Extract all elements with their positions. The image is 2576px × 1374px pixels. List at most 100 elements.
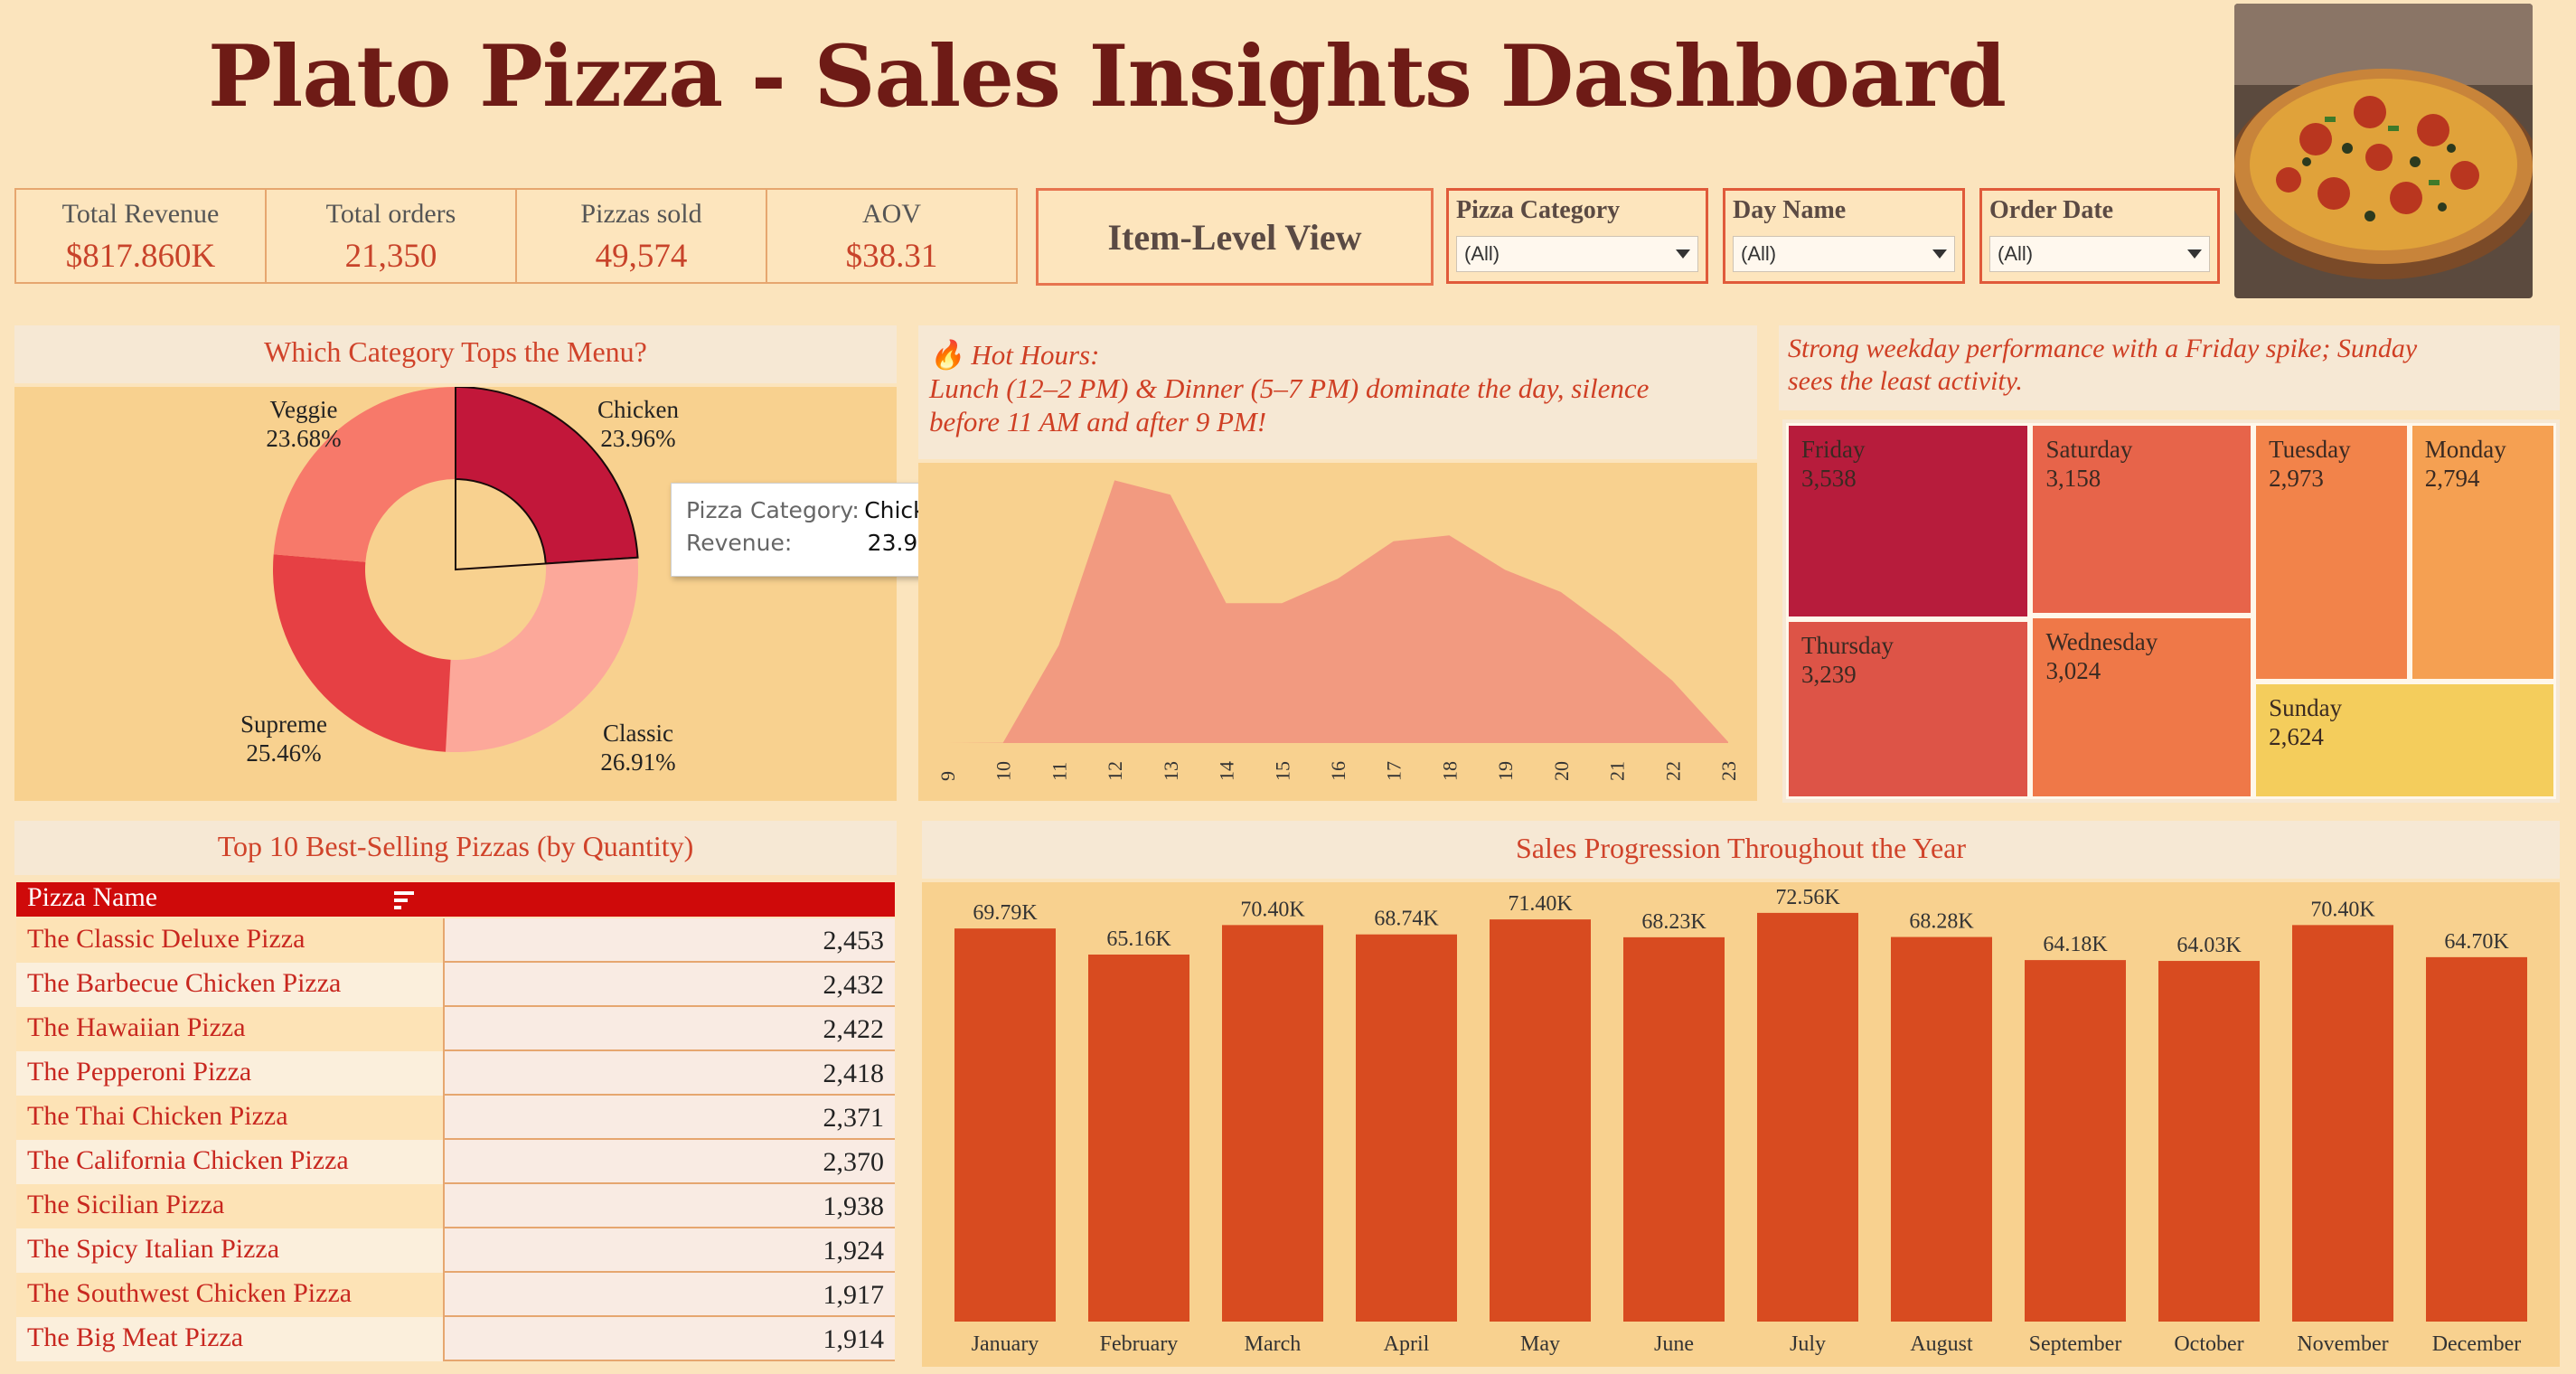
quantity-cell: 1,924: [443, 1228, 895, 1273]
tooltip-key: Revenue:: [686, 530, 793, 556]
treemap-value-label: 3,538: [1801, 465, 1857, 492]
kpi-label: Pizzas sold: [580, 199, 702, 229]
pizza-name-cell: The Barbecue Chicken Pizza: [27, 968, 342, 998]
hour-tick-label: 19: [1494, 761, 1517, 781]
table-row[interactable]: The Big Meat Pizza 1,914: [16, 1317, 895, 1361]
pizza-category-dropdown[interactable]: (All): [1456, 236, 1698, 272]
hours-title-line: Lunch (12–2 PM) & Dinner (5–7 PM) domina…: [929, 372, 1650, 404]
month-bar[interactable]: [1623, 936, 1725, 1322]
treemap-cell-thursday[interactable]: Thursday 3,239: [1786, 619, 2031, 799]
month-bar[interactable]: [1088, 955, 1189, 1322]
donut-slice-supreme[interactable]: [273, 554, 451, 752]
hour-tick-label: 14: [1216, 761, 1238, 781]
dropdown-value: (All): [1464, 242, 1500, 265]
monthly-sales-bar-chart: 69.79K January 65.16K February 70.40K March 68…: [954, 886, 2527, 1356]
order-date-dropdown[interactable]: (All): [1989, 236, 2210, 272]
category-panel: Chicken 23.96% Classic 26.91% Supreme 25.46% V…: [14, 385, 897, 801]
hour-tick-label: 22: [1661, 761, 1684, 781]
table-row[interactable]: The Southwest Chicken Pizza 1,917: [16, 1273, 895, 1317]
chevron-down-icon: [1932, 249, 1947, 259]
chevron-down-icon: [2187, 249, 2202, 259]
treemap-cell-saturday[interactable]: Saturday 3,158: [2030, 423, 2254, 616]
table-row[interactable]: The Hawaiian Pizza 2,422: [16, 1007, 895, 1051]
category-tooltip: Pizza Category: Chicken Revenue: 23.96%: [671, 483, 969, 577]
month-bar[interactable]: [2158, 961, 2260, 1322]
bar-value-label: 71.40K: [1508, 892, 1573, 916]
donut-slice-chicken[interactable]: [455, 385, 639, 565]
monthly-panel-title: Sales Progression Throughout the Year: [922, 821, 2560, 879]
item-level-view-button[interactable]: Item-Level View: [1036, 188, 1434, 286]
hot-hours-area-chart: 9 10 11 12 13 14 15 16 17 18 19 20 21 22 23: [936, 480, 1740, 781]
slice-pct-label: 26.91%: [600, 748, 675, 776]
table-row[interactable]: The Pepperoni Pizza 2,418: [16, 1051, 895, 1096]
quantity-cell: 2,370: [443, 1140, 895, 1184]
filter-pizza-category: Pizza Category (All): [1446, 188, 1708, 284]
selected-slice-outline: [455, 387, 638, 571]
bar-value-label: 64.03K: [2176, 934, 2242, 957]
hours-title-line: 🔥 Hot Hours:: [929, 339, 1100, 371]
bar-value-label: 70.40K: [2310, 898, 2375, 921]
donut-slice-classic[interactable]: [446, 557, 638, 752]
treemap-cell-friday[interactable]: Friday 3,538: [1786, 423, 2031, 620]
treemap-value-label: 2,794: [2424, 465, 2480, 492]
month-tick-label: April: [1384, 1332, 1430, 1356]
bar-value-label: 70.40K: [1240, 898, 1305, 921]
page-title: Plato Pizza - Sales Insights Dashboard: [208, 27, 2007, 127]
weekday-panel-title: Strong weekday performance with a Friday…: [1779, 325, 2560, 410]
day-name-dropdown[interactable]: (All): [1733, 236, 1955, 272]
month-bar[interactable]: [1490, 919, 1591, 1322]
hour-tick-label: 16: [1327, 761, 1349, 781]
month-bar[interactable]: [2426, 956, 2527, 1322]
treemap-value-label: 3,024: [2045, 656, 2101, 684]
slice-pct-label: 23.96%: [600, 425, 675, 452]
month-bar[interactable]: [954, 928, 1056, 1322]
quantity-cell: 1,917: [443, 1273, 895, 1317]
treemap-day-label: Friday: [1801, 436, 1866, 463]
quantity-cell: 2,453: [443, 918, 895, 963]
slice-name-label: Classic: [603, 720, 673, 747]
hour-tick-label: 12: [1104, 761, 1126, 781]
month-bar[interactable]: [1757, 912, 1858, 1322]
quantity-cell: 1,914: [443, 1317, 895, 1361]
table-row[interactable]: The California Chicken Pizza 2,370: [16, 1140, 895, 1184]
pizza-name-cell: The Pepperoni Pizza: [27, 1057, 252, 1087]
hours-area-series[interactable]: [947, 480, 1728, 743]
month-tick-label: May: [1520, 1332, 1560, 1356]
weekday-title-line: Strong weekday performance with a Friday…: [1788, 334, 2418, 363]
column-header-pizza-name[interactable]: Pizza Name: [27, 882, 158, 912]
treemap-cell-sunday[interactable]: Sunday 2,624: [2253, 681, 2556, 799]
slice-name-label: Veggie: [270, 396, 338, 423]
sort-icon[interactable]: [394, 888, 414, 909]
kpi-value: $817.860K: [65, 238, 216, 275]
month-tick-label: February: [1100, 1332, 1179, 1356]
table-row[interactable]: The Sicilian Pizza 1,938: [16, 1184, 895, 1228]
month-tick-label: March: [1245, 1332, 1302, 1356]
month-bar[interactable]: [1891, 936, 1992, 1322]
kpi-total-orders: Total orders 21,350: [267, 190, 517, 282]
table-row[interactable]: The Spicy Italian Pizza 1,924: [16, 1228, 895, 1273]
treemap-value-label: 3,158: [2045, 465, 2101, 492]
chevron-down-icon: [1676, 249, 1690, 259]
treemap-cell-wednesday[interactable]: Wednesday 3,024: [2030, 615, 2254, 799]
quantity-cell: 2,422: [443, 1007, 895, 1051]
table-row[interactable]: The Classic Deluxe Pizza 2,453: [16, 918, 895, 963]
pizza-name-cell: The Spicy Italian Pizza: [27, 1234, 280, 1264]
pizza-name-cell: The Hawaiian Pizza: [27, 1012, 246, 1042]
treemap-cell-monday[interactable]: Monday 2,794: [2409, 423, 2556, 682]
table-row[interactable]: The Thai Chicken Pizza 2,371: [16, 1096, 895, 1140]
hour-tick-label: 11: [1048, 762, 1070, 781]
bar-value-label: 69.79K: [973, 901, 1038, 925]
month-bar[interactable]: [2025, 960, 2126, 1322]
slice-name-label: Chicken: [597, 396, 679, 423]
treemap-cell-tuesday[interactable]: Tuesday 2,973: [2253, 423, 2410, 682]
bar-value-label: 64.70K: [2444, 930, 2509, 954]
kpi-label: AOV: [862, 199, 921, 229]
month-bar[interactable]: [1222, 925, 1323, 1322]
month-tick-label: August: [1910, 1332, 1973, 1356]
treemap-day-label: Wednesday: [2045, 627, 2158, 655]
table-row[interactable]: The Barbecue Chicken Pizza 2,432: [16, 963, 895, 1007]
donut-slice-veggie[interactable]: [273, 387, 456, 562]
month-bar[interactable]: [1356, 934, 1457, 1322]
month-bar[interactable]: [2292, 925, 2393, 1322]
